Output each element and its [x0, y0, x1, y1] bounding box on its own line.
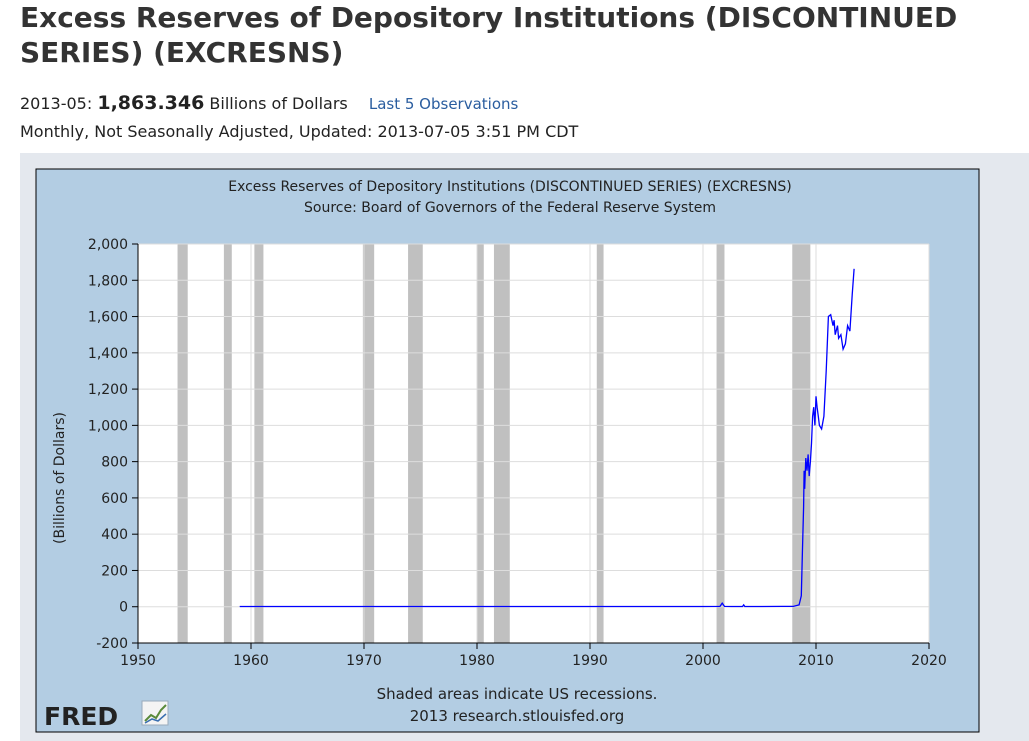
- recession-band: [716, 244, 725, 643]
- y-tick-label: 0: [119, 600, 128, 616]
- recession-band: [792, 244, 811, 643]
- series-metadata: Monthly, Not Seasonally Adjusted, Update…: [20, 122, 579, 141]
- y-tick-label: 2,000: [88, 237, 128, 253]
- latest-observation: 2013-05: 1,863.346 Billions of Dollars L…: [20, 92, 518, 114]
- y-tick-label: 1,800: [88, 273, 128, 289]
- recession-band: [493, 244, 510, 643]
- y-axis-ticks: -200 0 200 400 600 800 1,000 1,200 1,400 1,600 1,8…: [88, 237, 138, 652]
- fred-logo-chart-icon: [141, 700, 169, 726]
- recession-note: Shaded areas indicate US recessions.: [377, 685, 658, 703]
- y-tick-label: 1,200: [88, 382, 128, 398]
- gridlines: [137, 243, 930, 644]
- y-tick-label: 1,400: [88, 346, 128, 362]
- x-tick-label: 1950: [120, 653, 156, 669]
- fred-chart[interactable]: Excess Reserves of Depository Institutio…: [20, 153, 1029, 741]
- x-tick-label: 1980: [459, 653, 495, 669]
- y-axis-label: (Billions of Dollars): [52, 412, 68, 544]
- last-5-observations-link[interactable]: Last 5 Observations: [368, 95, 519, 113]
- y-tick-label: 1,000: [88, 418, 128, 434]
- recession-band: [596, 244, 604, 643]
- x-tick-label: 2020: [911, 653, 947, 669]
- page-title: Excess Reserves of Depository Institutio…: [20, 1, 958, 69]
- recession-band: [177, 244, 188, 643]
- recession-band: [408, 244, 423, 643]
- recession-band: [477, 244, 484, 643]
- y-tick-label: -200: [96, 636, 128, 652]
- x-axis-ticks: 1950 1960 1970 1980 1990 2000 2010 2020: [120, 643, 947, 669]
- x-tick-label: 2010: [798, 653, 834, 669]
- recession-band: [362, 244, 375, 643]
- copyright-note: 2013 research.stlouisfed.org: [410, 707, 625, 725]
- observation-date: 2013-05:: [20, 94, 93, 113]
- series-line-excresns: [239, 268, 855, 608]
- x-tick-label: 2000: [685, 653, 721, 669]
- fred-logo-text: FRED: [44, 702, 118, 731]
- recession-band: [223, 244, 232, 643]
- y-tick-label: 1,600: [88, 310, 128, 326]
- x-tick-label: 1990: [572, 653, 608, 669]
- observation-value: 1,863.346: [97, 92, 205, 114]
- chart-title: Excess Reserves of Depository Institutio…: [228, 179, 792, 195]
- x-tick-label: 1970: [346, 653, 382, 669]
- fred-logo: FRED: [44, 700, 169, 731]
- chart-subtitle: Source: Board of Governors of the Federa…: [304, 200, 716, 216]
- recession-band: [254, 244, 264, 643]
- graph-panel: Excess Reserves of Depository Institutio…: [20, 153, 1029, 741]
- y-tick-label: 600: [101, 491, 128, 507]
- observation-units: Billions of Dollars: [209, 94, 348, 113]
- y-tick-label: 400: [101, 527, 128, 543]
- recession-bands: [177, 244, 811, 643]
- x-tick-label: 1960: [233, 653, 269, 669]
- y-tick-label: 800: [101, 455, 128, 471]
- y-tick-label: 200: [101, 563, 128, 579]
